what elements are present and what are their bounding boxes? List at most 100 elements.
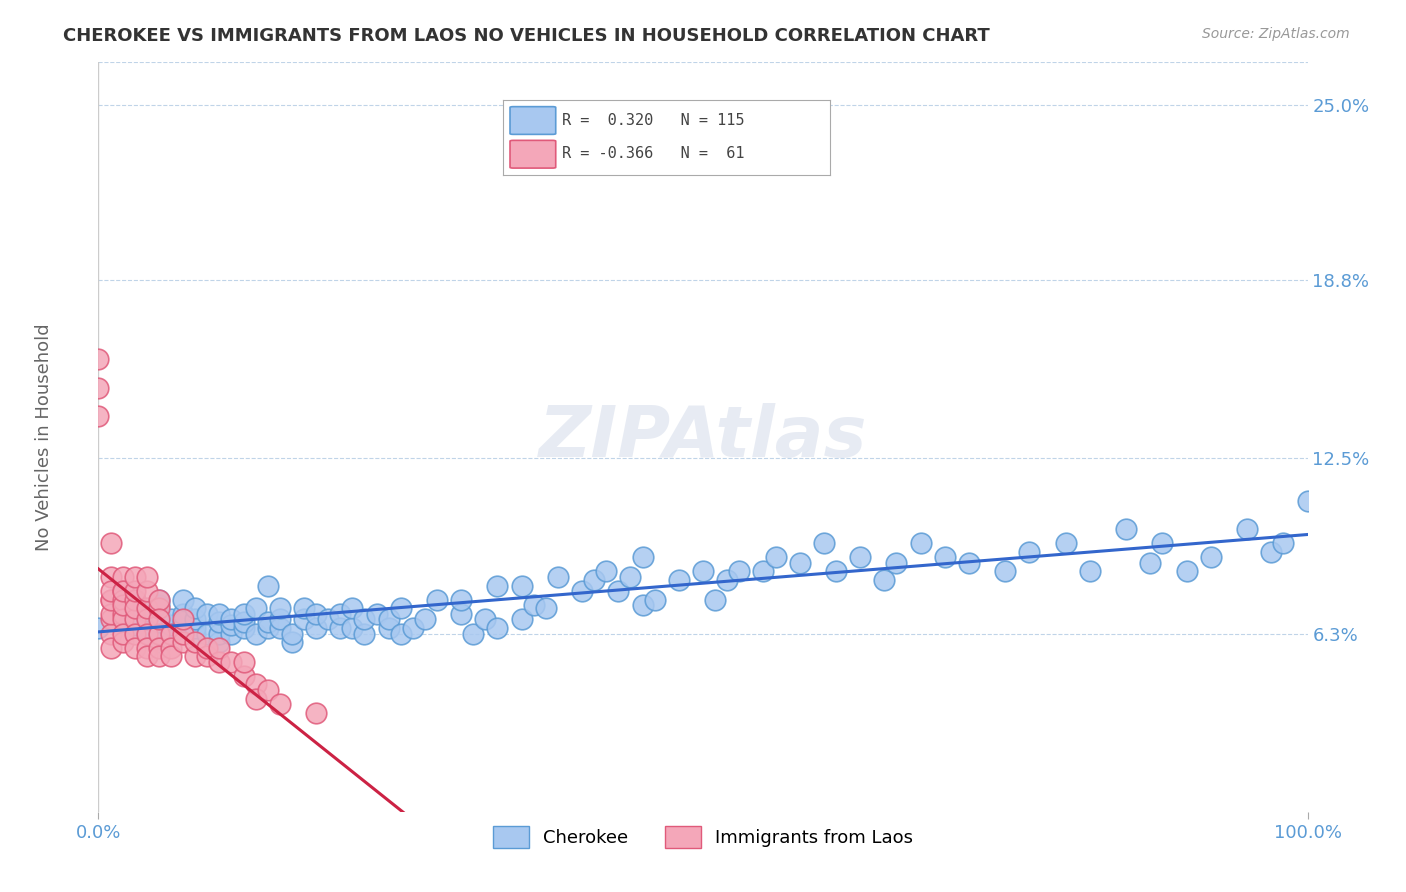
Point xyxy=(1175,565,1198,579)
Point xyxy=(87,352,110,367)
Point xyxy=(1078,565,1101,579)
Point xyxy=(148,607,170,621)
Point xyxy=(208,655,231,669)
Point xyxy=(195,626,218,640)
Point xyxy=(135,626,157,640)
Point xyxy=(172,626,194,640)
Point xyxy=(292,601,315,615)
Point xyxy=(269,698,291,712)
Point xyxy=(256,578,278,592)
Point xyxy=(934,550,956,565)
Point xyxy=(100,612,122,626)
Point xyxy=(160,649,183,664)
Point xyxy=(486,578,509,592)
Point xyxy=(329,607,352,621)
Point xyxy=(583,573,606,587)
Point xyxy=(1199,550,1222,565)
Point xyxy=(135,612,157,626)
Point xyxy=(1272,536,1295,550)
Point xyxy=(111,612,134,626)
Point xyxy=(245,601,267,615)
Point xyxy=(873,573,896,587)
Point xyxy=(208,640,231,655)
Point xyxy=(111,592,134,607)
Point xyxy=(111,601,134,615)
Point xyxy=(1152,536,1174,550)
Point xyxy=(426,592,449,607)
Point xyxy=(547,570,569,584)
Point xyxy=(184,601,207,615)
Point xyxy=(607,584,630,599)
Point xyxy=(1139,556,1161,570)
Point xyxy=(232,669,254,683)
Point xyxy=(256,615,278,630)
Point xyxy=(245,691,267,706)
Point xyxy=(910,536,932,550)
Point xyxy=(100,626,122,640)
Point xyxy=(111,584,134,599)
Point xyxy=(172,615,194,630)
Point xyxy=(377,621,399,635)
Point xyxy=(886,556,908,570)
Point xyxy=(510,578,533,592)
Point xyxy=(1018,544,1040,558)
Point xyxy=(160,618,183,632)
Point xyxy=(208,615,231,630)
Point xyxy=(716,573,738,587)
Point xyxy=(389,601,412,615)
Point xyxy=(692,565,714,579)
Point xyxy=(124,640,146,655)
Point xyxy=(305,621,328,635)
Point xyxy=(124,618,146,632)
Point xyxy=(221,618,243,632)
Point xyxy=(305,607,328,621)
Point xyxy=(208,607,231,621)
Point xyxy=(100,536,122,550)
Point xyxy=(148,592,170,607)
Point xyxy=(111,626,134,640)
Point xyxy=(124,592,146,607)
Point xyxy=(292,612,315,626)
Point xyxy=(195,649,218,664)
Point xyxy=(135,584,157,599)
Point xyxy=(111,570,134,584)
Text: Source: ZipAtlas.com: Source: ZipAtlas.com xyxy=(1202,27,1350,41)
Point xyxy=(148,592,170,607)
Point xyxy=(148,601,170,615)
Point xyxy=(208,626,231,640)
Point xyxy=(111,584,134,599)
Point xyxy=(124,626,146,640)
Point xyxy=(256,621,278,635)
Point xyxy=(389,626,412,640)
Point xyxy=(124,607,146,621)
Point xyxy=(1236,522,1258,536)
Legend: Cherokee, Immigrants from Laos: Cherokee, Immigrants from Laos xyxy=(485,819,921,855)
Point xyxy=(135,570,157,584)
Point xyxy=(232,607,254,621)
Point xyxy=(148,612,170,626)
Point xyxy=(160,626,183,640)
Point xyxy=(195,607,218,621)
Point xyxy=(100,592,122,607)
Point xyxy=(450,607,472,621)
Point xyxy=(148,649,170,664)
Point xyxy=(148,640,170,655)
Point xyxy=(644,592,666,607)
Point xyxy=(825,565,848,579)
Point xyxy=(1054,536,1077,550)
Point xyxy=(523,599,546,613)
Point xyxy=(172,607,194,621)
Point xyxy=(631,550,654,565)
Point xyxy=(849,550,872,565)
Point xyxy=(366,607,388,621)
Point xyxy=(342,621,364,635)
Point xyxy=(195,640,218,655)
Point xyxy=(135,604,157,618)
Point xyxy=(135,601,157,615)
Text: CHEROKEE VS IMMIGRANTS FROM LAOS NO VEHICLES IN HOUSEHOLD CORRELATION CHART: CHEROKEE VS IMMIGRANTS FROM LAOS NO VEHI… xyxy=(63,27,990,45)
Point xyxy=(111,635,134,649)
Point xyxy=(245,626,267,640)
Point xyxy=(221,655,243,669)
Point xyxy=(256,683,278,698)
Point xyxy=(184,649,207,664)
